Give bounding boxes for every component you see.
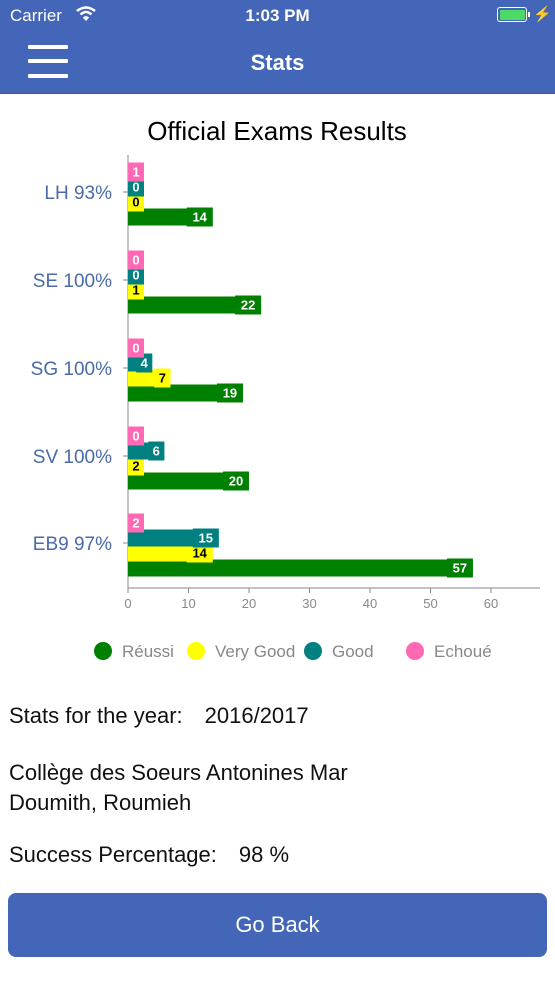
- carrier-label: Carrier: [10, 6, 62, 25]
- data-label-box: [128, 177, 144, 197]
- bar: [128, 559, 473, 577]
- x-tick-label: 60: [484, 596, 498, 611]
- data-label-box: [128, 456, 144, 476]
- hamburger-menu-icon[interactable]: [28, 45, 68, 78]
- data-label: 0: [132, 180, 139, 195]
- category-label: EB9 97%: [33, 534, 112, 555]
- category-label: SE 100%: [33, 271, 112, 292]
- data-label: 0: [132, 268, 139, 283]
- school-name: Collège des Soeurs Antonines Mar Doumith…: [9, 760, 348, 815]
- data-label: 1: [132, 283, 139, 298]
- data-label-box: [148, 441, 165, 461]
- data-label-box: [154, 368, 171, 388]
- x-tick-label: 0: [124, 596, 131, 611]
- legend-marker: [187, 642, 205, 660]
- data-label-box: [223, 471, 249, 491]
- page-title: Stats: [250, 50, 305, 75]
- data-label-box: [128, 280, 144, 300]
- data-label: 0: [132, 429, 139, 444]
- x-tick-label: 20: [242, 596, 256, 611]
- bar: [128, 472, 249, 490]
- chart-title: Official Exams Results: [147, 116, 407, 146]
- status-bar: Carrier 1:03 PM ⚡: [0, 0, 555, 32]
- success-value: 98 %: [238, 842, 290, 867]
- battery-icon: [497, 7, 530, 22]
- data-label-box: [446, 558, 473, 578]
- legend-label: Echoué: [434, 642, 492, 661]
- legend-label: Réussi: [122, 642, 174, 661]
- x-tick-label: 40: [363, 596, 377, 611]
- legend-label: Good: [332, 642, 374, 661]
- data-label: 19: [223, 386, 237, 401]
- go-back-button[interactable]: Go Back: [8, 893, 547, 957]
- data-label: 14: [192, 210, 207, 225]
- success-row: Success Percentage: 98 %: [9, 842, 289, 868]
- data-label: 15: [199, 531, 213, 546]
- data-label: 14: [192, 546, 207, 561]
- wifi-icon: [76, 6, 96, 26]
- data-label-box: [128, 513, 144, 533]
- data-label-box: [136, 353, 153, 373]
- category-label: SG 100%: [31, 359, 112, 380]
- data-label-box: [128, 426, 144, 446]
- success-label: Success Percentage:: [9, 842, 217, 867]
- navigation-bar: Stats: [0, 32, 555, 94]
- legend-label: Very Good: [215, 642, 295, 661]
- data-label: 2: [132, 516, 139, 531]
- x-tick-label: 30: [302, 596, 316, 611]
- bar: [128, 384, 243, 402]
- legend-marker: [406, 642, 424, 660]
- data-label: 0: [132, 253, 139, 268]
- data-label-box: [235, 295, 262, 315]
- data-label-box: [128, 265, 144, 285]
- data-label: 2: [132, 459, 139, 474]
- status-time: 1:03 PM: [245, 6, 310, 25]
- data-label: 57: [453, 561, 467, 576]
- charging-bolt-icon: ⚡: [533, 6, 552, 23]
- legend-marker: [304, 642, 322, 660]
- year-label: Stats for the year:: [9, 703, 183, 728]
- data-label-box: [128, 250, 144, 270]
- data-label-box: [192, 528, 219, 548]
- data-label: 7: [159, 371, 166, 386]
- year-value: 2016/2017: [204, 703, 309, 728]
- bar: [128, 296, 262, 314]
- data-label-box: [216, 383, 243, 403]
- category-label: SV 100%: [33, 447, 112, 468]
- data-label-box: [128, 162, 144, 182]
- data-label: 1: [132, 165, 139, 180]
- year-row: Stats for the year: 2016/2017: [9, 703, 309, 729]
- x-tick-label: 10: [181, 596, 195, 611]
- data-label-box: [186, 543, 213, 563]
- legend-marker: [94, 642, 112, 660]
- data-label-box: [186, 207, 213, 227]
- data-label: 0: [132, 341, 139, 356]
- data-label: 6: [153, 444, 160, 459]
- x-tick-label: 50: [423, 596, 437, 611]
- data-label: 0: [132, 195, 139, 210]
- data-label-box: [128, 192, 144, 212]
- data-label-box: [128, 338, 144, 358]
- data-label: 4: [141, 356, 149, 371]
- category-label: LH 93%: [44, 183, 112, 204]
- data-label: 22: [241, 298, 255, 313]
- data-label: 20: [229, 474, 243, 489]
